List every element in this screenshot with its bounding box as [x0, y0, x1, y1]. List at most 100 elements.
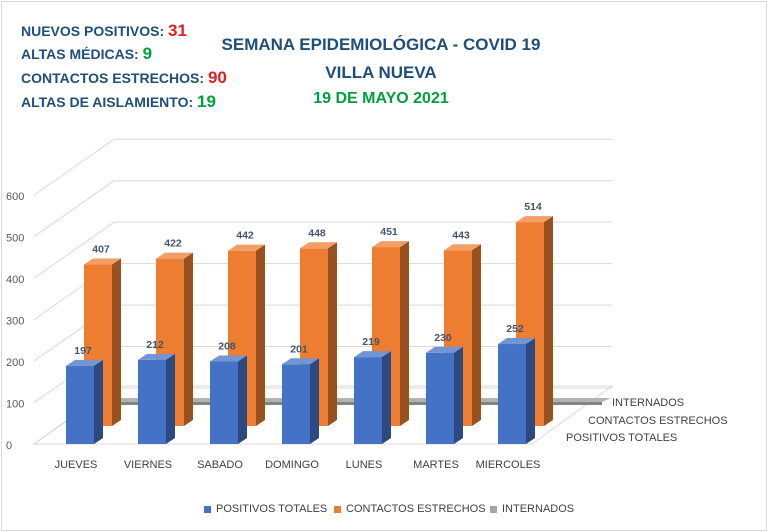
x-tick-label: SABADO — [197, 459, 243, 471]
data-label-contactos: 451 — [380, 226, 398, 238]
bar-contactos-top — [84, 258, 121, 265]
data-label-contactos: 422 — [164, 238, 182, 250]
bar-positivos-side — [310, 358, 319, 444]
y-tick-label: 0 — [6, 440, 12, 452]
stat-contactos-estrechos: CONTACTOS ESTRECHOS: 90 — [21, 68, 227, 88]
legend-label: CONTACTOS ESTRECHOS — [346, 503, 486, 515]
legend-item-internados: INTERNADOS — [490, 503, 574, 515]
x-tick-label: MIERCOLES — [476, 459, 541, 471]
stat-label: ALTAS DE AISLAMIENTO: — [21, 94, 194, 110]
bar-contactos-top — [300, 242, 337, 249]
chart-subtitle: VILLA NUEVA — [325, 63, 437, 82]
stat-value: 9 — [142, 44, 153, 63]
bar-positivos-front — [498, 344, 526, 444]
stat-nuevos-positivos: NUEVOS POSITIVOS: 31 — [21, 21, 187, 41]
bar-positivos-front — [66, 365, 94, 444]
bar-positivos-top — [498, 338, 535, 345]
data-label-contactos: 514 — [524, 201, 542, 213]
x-tick-label: LUNES — [346, 459, 383, 471]
data-label-positivos: 197 — [74, 345, 92, 357]
bar-positivos — [210, 355, 247, 444]
x-tick-label: JUEVES — [55, 459, 98, 471]
stat-value: 19 — [197, 92, 216, 111]
bar-contactos-top — [444, 244, 481, 251]
data-label-positivos: 230 — [434, 332, 452, 344]
legend-swatch — [490, 505, 497, 513]
x-tick-label: VIERNES — [124, 459, 172, 471]
bar-positivos-side — [382, 351, 391, 444]
data-label-contactos: 407 — [92, 244, 110, 256]
bar-contactos-top — [228, 244, 265, 251]
data-label-positivos: 212 — [146, 339, 164, 351]
bar-contactos-side — [544, 216, 553, 426]
bar-contactos-top — [156, 252, 193, 259]
x-tick-label: DOMINGO — [265, 459, 319, 471]
bar-positivos-top — [138, 353, 175, 360]
bar-positivos-front — [282, 364, 310, 444]
bar-positivos — [354, 351, 391, 444]
legend-item-contactos: CONTACTOS ESTRECHOS — [334, 503, 486, 515]
data-label-positivos: 219 — [362, 336, 380, 348]
x-tick-label: MARTES — [413, 459, 459, 471]
y-tick-label: 500 — [6, 233, 24, 245]
bar-positivos-top — [354, 351, 391, 358]
y-tick-label: 600 — [6, 191, 24, 203]
bar-positivos-front — [426, 352, 454, 444]
bar-contactos-side — [256, 244, 265, 426]
depth-axis-label: POSITIVOS TOTALES — [566, 432, 677, 444]
bar-contactos-side — [400, 241, 409, 426]
y-tick-label: 200 — [6, 357, 24, 369]
bar-positivos-top — [210, 355, 247, 362]
bar-contactos-top — [372, 241, 409, 248]
data-label-positivos: 208 — [218, 340, 236, 352]
y-tick-label: 400 — [6, 274, 24, 286]
bar-positivos-front — [354, 357, 382, 444]
gridline-side — [33, 180, 115, 238]
stat-altas-aislamiento: ALTAS DE AISLAMIENTO: 19 — [21, 92, 216, 112]
stat-altas-medicas: ALTAS MÉDICAS: 9 — [21, 44, 152, 64]
gridline-side — [33, 221, 115, 279]
legend-swatch — [334, 505, 341, 513]
chart-date: 19 DE MAYO 2021 — [313, 90, 449, 107]
bar-positivos-side — [166, 353, 175, 444]
bar-contactos-top — [516, 216, 553, 223]
data-label-contactos: 442 — [236, 230, 254, 242]
stat-value: 90 — [207, 68, 227, 87]
bar-contactos-side — [112, 258, 121, 426]
data-label-positivos: 252 — [506, 323, 524, 335]
bar-positivos — [66, 359, 103, 444]
bar-positivos-side — [526, 338, 535, 444]
bar-positivos — [498, 338, 535, 444]
legend-swatch — [204, 505, 211, 513]
legend-label: POSITIVOS TOTALES — [216, 503, 328, 515]
stat-label: ALTAS MÉDICAS: — [21, 46, 139, 62]
bar-contactos-side — [472, 244, 481, 426]
bar-positivos-side — [94, 359, 103, 444]
gridline-side — [33, 138, 115, 196]
stat-label: CONTACTOS ESTRECHOS: — [21, 70, 205, 86]
depth-axis-label: INTERNADOS — [612, 397, 684, 409]
bar-positivos-side — [238, 355, 247, 444]
bar-positivos-front — [138, 359, 166, 444]
legend-label: INTERNADOS — [502, 503, 575, 515]
bar-positivos-top — [426, 346, 463, 353]
bar-positivos-top — [66, 359, 103, 366]
data-label-contactos: 448 — [308, 227, 326, 239]
bar-contactos-side — [184, 252, 193, 426]
bar-positivos — [138, 353, 175, 444]
bar-positivos-top — [282, 358, 319, 365]
y-tick-label: 100 — [6, 399, 24, 411]
chart-title: SEMANA EPIDEMIOLÓGICA - COVID 19 — [221, 35, 541, 54]
bar-positivos-front — [210, 361, 238, 444]
internados-ribbon-front — [92, 402, 602, 405]
y-tick-label: 300 — [6, 316, 24, 328]
stat-label: NUEVOS POSITIVOS: — [21, 23, 165, 39]
legend-item-positivos: POSITIVOS TOTALES — [204, 503, 327, 515]
depth-axis-label: CONTACTOS ESTRECHOS — [588, 415, 728, 427]
stat-value: 31 — [168, 21, 187, 40]
bar-positivos — [426, 346, 463, 444]
bar-positivos-side — [454, 346, 463, 444]
bar-contactos-side — [328, 242, 337, 426]
bar-positivos — [282, 358, 319, 444]
